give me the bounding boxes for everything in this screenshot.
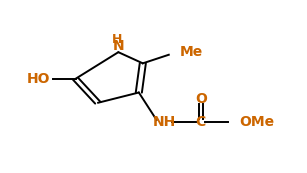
- Text: NH: NH: [153, 115, 176, 129]
- Text: HO: HO: [27, 72, 51, 86]
- Text: N: N: [113, 39, 124, 53]
- Text: O: O: [195, 92, 207, 106]
- Text: C: C: [196, 115, 206, 129]
- Text: Me: Me: [180, 45, 203, 59]
- Text: H: H: [112, 33, 122, 46]
- Text: OMe: OMe: [239, 115, 274, 129]
